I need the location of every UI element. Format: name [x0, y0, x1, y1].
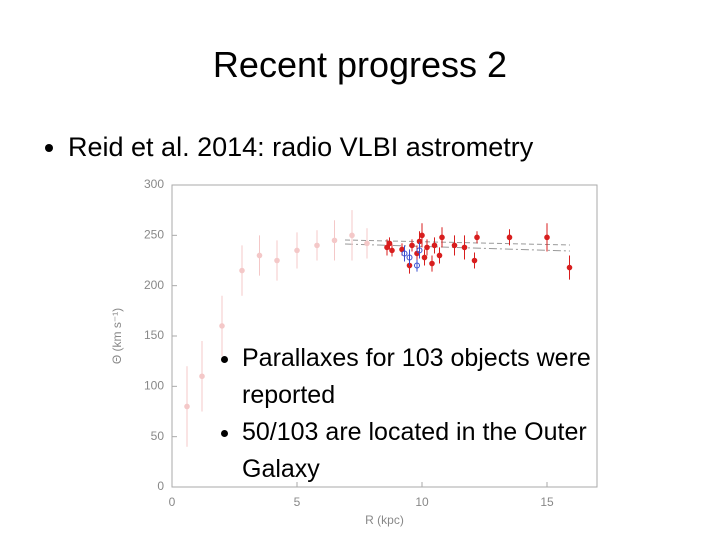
y-axis-label: Θ (km s⁻¹)	[110, 308, 124, 364]
data-point	[419, 232, 425, 239]
x-tick-label: 15	[540, 495, 554, 509]
x-axis-label: R (kpc)	[365, 513, 404, 527]
y-tick-label: 300	[144, 177, 164, 191]
data-point	[474, 234, 480, 241]
data-point	[199, 373, 205, 380]
data-point	[471, 257, 478, 264]
data-point	[364, 240, 370, 247]
y-tick-label: 50	[151, 429, 165, 443]
data-point	[349, 232, 355, 239]
y-tick-label: 100	[144, 379, 164, 393]
data-point	[401, 250, 408, 257]
note: 50/103 are located in the Outer Galaxy	[242, 414, 622, 488]
data-point	[461, 244, 468, 251]
y-tick-label: 0	[157, 479, 164, 493]
data-point	[451, 242, 458, 249]
data-point	[294, 247, 300, 254]
data-point	[439, 234, 445, 241]
x-tick-label: 0	[169, 495, 176, 509]
data-point	[409, 242, 415, 249]
data-point	[566, 264, 573, 271]
x-tick-label: 10	[415, 495, 429, 509]
data-point	[421, 254, 428, 261]
y-tick-label: 250	[144, 228, 164, 242]
note-list: Parallaxes for 103 objects were reported…	[212, 340, 622, 488]
data-point	[544, 234, 550, 241]
data-point	[389, 247, 395, 254]
data-point	[506, 234, 513, 241]
y-tick-label: 200	[144, 278, 164, 292]
data-point	[436, 252, 443, 259]
model-curve	[344, 243, 571, 252]
data-point	[239, 267, 245, 274]
data-point	[414, 262, 420, 269]
data-point	[256, 252, 263, 259]
data-point	[314, 242, 320, 249]
data-point	[331, 237, 338, 244]
y-tick-label: 150	[144, 328, 164, 342]
bullet-list: Reid et al. 2014: radio VLBI astrometry	[38, 132, 533, 163]
data-point	[429, 260, 435, 267]
data-point	[386, 240, 393, 247]
slide-title: Recent progress 2	[212, 44, 508, 85]
data-point	[431, 242, 438, 249]
bullet: Reid et al. 2014: radio VLBI astrometry	[68, 132, 533, 163]
x-tick-label: 5	[294, 495, 301, 509]
note: Parallaxes for 103 objects were reported	[242, 340, 622, 414]
data-point	[424, 244, 430, 251]
model-curve	[344, 239, 571, 246]
data-point	[406, 254, 413, 261]
data-point	[184, 403, 190, 410]
data-point	[416, 247, 423, 254]
data-point	[219, 323, 225, 329]
data-point	[274, 257, 280, 264]
